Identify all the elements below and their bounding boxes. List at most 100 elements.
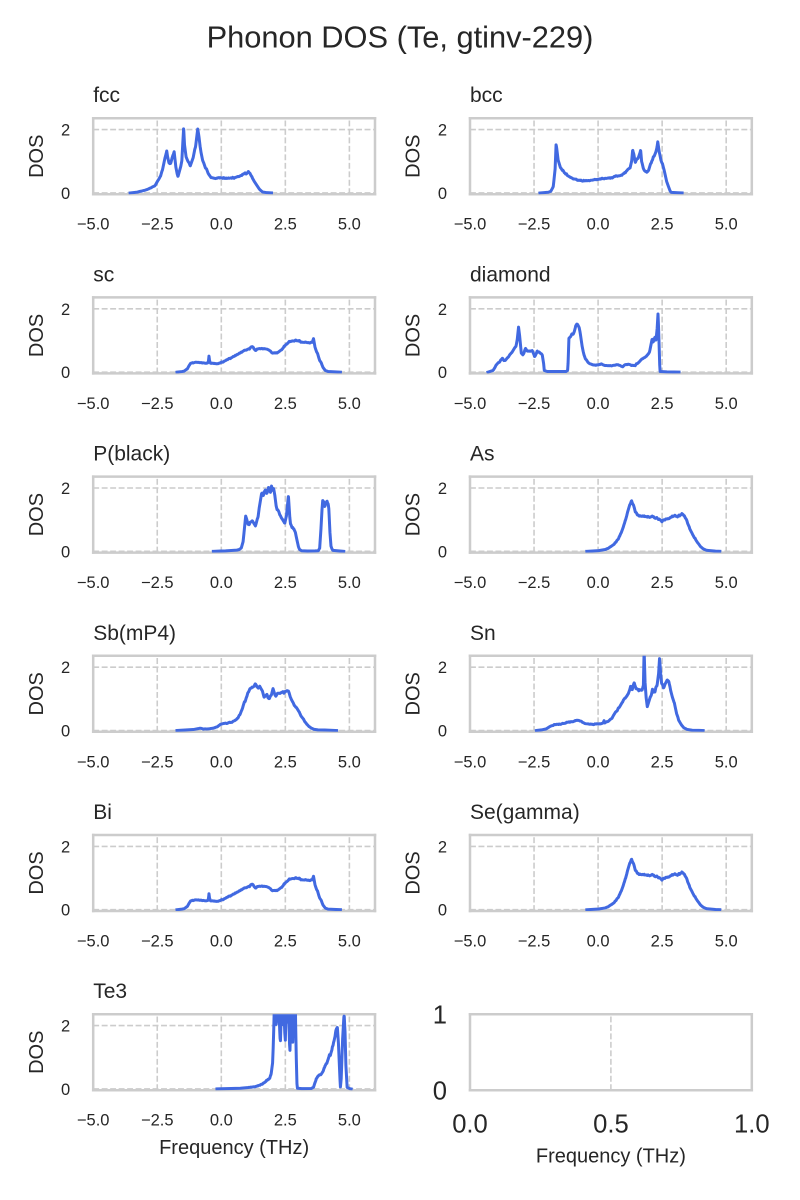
svg-text:fcc: fcc [93,84,120,107]
svg-text:0: 0 [61,902,70,920]
svg-text:0: 0 [61,364,70,382]
svg-text:−2.5: −2.5 [518,574,551,592]
svg-text:diamond: diamond [470,263,551,286]
svg-text:5.0: 5.0 [715,932,738,950]
svg-text:As: As [470,443,495,466]
svg-text:P(black): P(black) [93,443,170,466]
svg-text:2: 2 [61,838,70,856]
svg-text:2.5: 2.5 [651,395,674,413]
svg-text:2.5: 2.5 [274,216,297,234]
svg-text:2.5: 2.5 [274,753,297,771]
svg-text:0: 0 [61,543,70,561]
svg-text:0: 0 [61,723,70,741]
svg-text:2: 2 [438,838,447,856]
svg-text:0.0: 0.0 [587,395,610,413]
svg-text:2: 2 [61,480,70,498]
svg-text:−5.0: −5.0 [454,216,487,234]
svg-text:−2.5: −2.5 [141,574,174,592]
svg-text:0: 0 [433,1077,447,1105]
svg-text:5.0: 5.0 [338,216,361,234]
svg-text:2: 2 [61,301,70,319]
svg-text:2: 2 [61,1018,70,1036]
svg-text:0: 0 [438,185,447,203]
svg-text:2.5: 2.5 [274,1112,297,1130]
svg-text:−5.0: −5.0 [77,395,110,413]
svg-text:2: 2 [438,659,447,677]
svg-text:5.0: 5.0 [338,395,361,413]
svg-text:Bi: Bi [93,801,112,824]
svg-text:−5.0: −5.0 [454,753,487,771]
svg-text:2: 2 [438,122,447,140]
svg-text:0.0: 0.0 [210,574,233,592]
svg-text:5.0: 5.0 [338,574,361,592]
svg-text:−5.0: −5.0 [77,1112,110,1130]
svg-text:Frequency (THz): Frequency (THz) [536,1146,686,1168]
svg-text:sc: sc [93,263,114,286]
svg-text:0.0: 0.0 [210,216,233,234]
svg-text:bcc: bcc [470,84,503,107]
svg-text:Se(gamma): Se(gamma) [470,801,580,824]
svg-text:5.0: 5.0 [338,932,361,950]
svg-text:2.5: 2.5 [274,574,297,592]
svg-text:DOS: DOS [403,672,425,715]
svg-text:DOS: DOS [26,672,48,715]
svg-text:5.0: 5.0 [338,753,361,771]
svg-text:0.0: 0.0 [210,1112,233,1130]
svg-text:2: 2 [438,301,447,319]
svg-text:2.5: 2.5 [651,216,674,234]
svg-text:0: 0 [438,902,447,920]
svg-text:−5.0: −5.0 [77,753,110,771]
svg-text:Frequency (THz): Frequency (THz) [159,1137,309,1159]
svg-text:−2.5: −2.5 [518,753,551,771]
svg-text:−2.5: −2.5 [141,216,174,234]
svg-text:0.0: 0.0 [587,574,610,592]
svg-text:−5.0: −5.0 [77,574,110,592]
svg-text:DOS: DOS [403,135,425,178]
svg-text:1: 1 [433,1001,447,1029]
svg-text:0: 0 [438,364,447,382]
svg-text:−5.0: −5.0 [77,216,110,234]
svg-text:Te3: Te3 [93,980,127,1003]
svg-text:DOS: DOS [403,851,425,894]
svg-text:−2.5: −2.5 [141,753,174,771]
svg-text:−2.5: −2.5 [141,1112,174,1130]
svg-text:0: 0 [438,723,447,741]
svg-text:5.0: 5.0 [715,753,738,771]
svg-text:−2.5: −2.5 [518,395,551,413]
svg-text:0: 0 [61,185,70,203]
svg-text:DOS: DOS [26,135,48,178]
svg-text:0: 0 [438,543,447,561]
svg-text:2.5: 2.5 [651,932,674,950]
svg-text:2: 2 [438,480,447,498]
svg-text:−2.5: −2.5 [141,932,174,950]
svg-text:5.0: 5.0 [715,574,738,592]
svg-text:0.0: 0.0 [587,932,610,950]
svg-text:0.0: 0.0 [210,932,233,950]
svg-text:−5.0: −5.0 [454,395,487,413]
svg-text:DOS: DOS [26,493,48,536]
svg-text:0.0: 0.0 [210,395,233,413]
svg-text:0.5: 0.5 [593,1110,629,1138]
svg-text:−5.0: −5.0 [454,574,487,592]
svg-text:−2.5: −2.5 [141,395,174,413]
svg-text:5.0: 5.0 [338,1112,361,1130]
svg-text:Sn: Sn [470,622,496,645]
svg-text:−2.5: −2.5 [518,932,551,950]
svg-text:5.0: 5.0 [715,395,738,413]
svg-text:Phonon DOS (Te, gtinv-229): Phonon DOS (Te, gtinv-229) [207,20,594,55]
svg-text:DOS: DOS [403,493,425,536]
svg-text:DOS: DOS [26,851,48,894]
svg-text:−2.5: −2.5 [518,216,551,234]
svg-text:2.5: 2.5 [274,932,297,950]
svg-text:−5.0: −5.0 [454,932,487,950]
svg-text:1.0: 1.0 [734,1110,770,1138]
svg-text:DOS: DOS [26,1031,48,1074]
svg-text:2.5: 2.5 [651,753,674,771]
svg-text:−5.0: −5.0 [77,932,110,950]
svg-text:0.0: 0.0 [452,1110,488,1138]
svg-text:5.0: 5.0 [715,216,738,234]
svg-text:2: 2 [61,122,70,140]
svg-text:2: 2 [61,659,70,677]
svg-text:DOS: DOS [26,314,48,357]
svg-text:2.5: 2.5 [651,574,674,592]
